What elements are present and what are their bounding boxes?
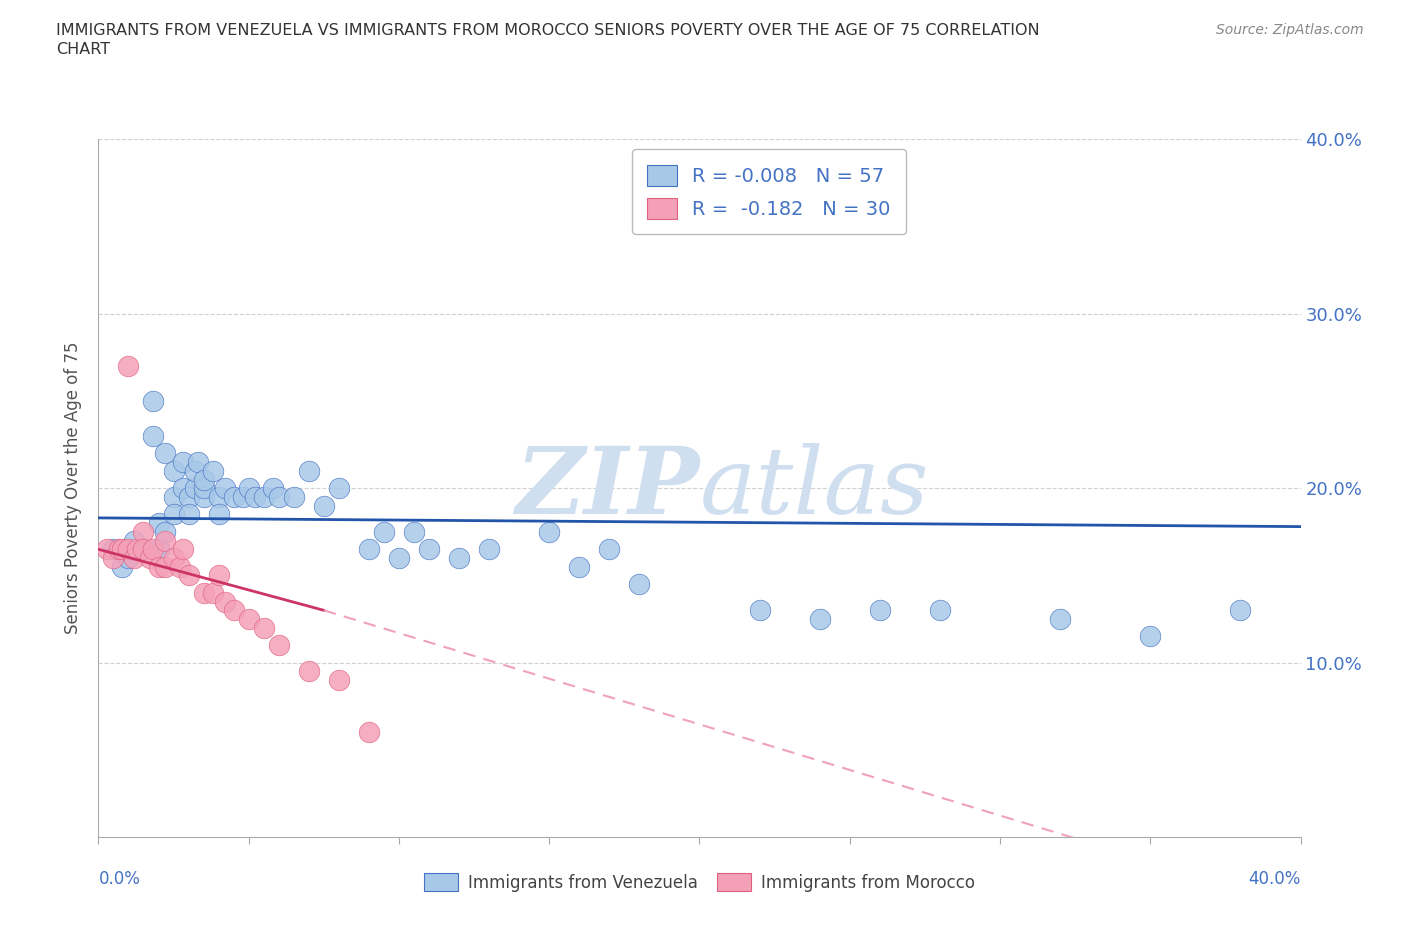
Point bbox=[108, 542, 131, 557]
Point bbox=[298, 664, 321, 679]
Point bbox=[172, 481, 194, 496]
Point bbox=[96, 542, 118, 557]
Point bbox=[201, 463, 224, 478]
Point bbox=[447, 551, 470, 565]
Point bbox=[148, 515, 170, 530]
Point bbox=[153, 446, 176, 461]
Point bbox=[598, 542, 620, 557]
Point bbox=[208, 507, 231, 522]
Point bbox=[402, 525, 425, 539]
Point bbox=[177, 568, 200, 583]
Point bbox=[141, 393, 163, 408]
Point bbox=[1139, 629, 1161, 644]
Point bbox=[117, 551, 139, 565]
Point bbox=[748, 603, 770, 618]
Point bbox=[132, 542, 155, 557]
Point bbox=[141, 429, 163, 444]
Point bbox=[162, 463, 184, 478]
Point bbox=[132, 542, 155, 557]
Point bbox=[162, 507, 184, 522]
Point bbox=[312, 498, 335, 513]
Point bbox=[1049, 612, 1071, 627]
Point bbox=[183, 463, 205, 478]
Point bbox=[478, 542, 501, 557]
Text: 0.0%: 0.0% bbox=[98, 870, 141, 888]
Point bbox=[253, 620, 276, 635]
Point bbox=[328, 481, 350, 496]
Point bbox=[111, 559, 134, 574]
Point bbox=[262, 481, 284, 496]
Point bbox=[373, 525, 395, 539]
Point bbox=[357, 725, 380, 740]
Point bbox=[162, 551, 184, 565]
Point bbox=[169, 559, 191, 574]
Point bbox=[172, 542, 194, 557]
Point bbox=[193, 489, 215, 504]
Point bbox=[177, 507, 200, 522]
Point bbox=[869, 603, 891, 618]
Point bbox=[138, 551, 160, 565]
Point bbox=[1229, 603, 1251, 618]
Point bbox=[111, 542, 134, 557]
Point bbox=[222, 603, 245, 618]
Point bbox=[243, 489, 266, 504]
Point bbox=[388, 551, 411, 565]
Point bbox=[808, 612, 831, 627]
Point bbox=[153, 559, 176, 574]
Point bbox=[201, 586, 224, 601]
Point bbox=[238, 481, 260, 496]
Point bbox=[172, 455, 194, 470]
Text: CHART: CHART bbox=[56, 42, 110, 57]
Point bbox=[214, 594, 236, 609]
Point bbox=[153, 525, 176, 539]
Point bbox=[183, 481, 205, 496]
Point bbox=[148, 559, 170, 574]
Point bbox=[193, 586, 215, 601]
Text: IMMIGRANTS FROM VENEZUELA VS IMMIGRANTS FROM MOROCCO SENIORS POVERTY OVER THE AG: IMMIGRANTS FROM VENEZUELA VS IMMIGRANTS … bbox=[56, 23, 1040, 38]
Point bbox=[208, 568, 231, 583]
Point bbox=[208, 489, 231, 504]
Point bbox=[193, 481, 215, 496]
Point bbox=[177, 489, 200, 504]
Point bbox=[148, 542, 170, 557]
Point bbox=[328, 672, 350, 687]
Point bbox=[124, 533, 146, 548]
Point bbox=[538, 525, 561, 539]
Point bbox=[267, 638, 290, 653]
Point bbox=[117, 542, 139, 557]
Point bbox=[193, 472, 215, 487]
Point bbox=[214, 481, 236, 496]
Text: Source: ZipAtlas.com: Source: ZipAtlas.com bbox=[1216, 23, 1364, 37]
Point bbox=[568, 559, 591, 574]
Point bbox=[103, 551, 125, 565]
Point bbox=[222, 489, 245, 504]
Point bbox=[628, 577, 651, 591]
Point bbox=[162, 489, 184, 504]
Y-axis label: Seniors Poverty Over the Age of 75: Seniors Poverty Over the Age of 75 bbox=[65, 342, 83, 634]
Point bbox=[267, 489, 290, 504]
Point bbox=[253, 489, 276, 504]
Point bbox=[238, 612, 260, 627]
Point bbox=[298, 463, 321, 478]
Point bbox=[357, 542, 380, 557]
Text: ZIP: ZIP bbox=[515, 444, 700, 533]
Point bbox=[124, 551, 146, 565]
Point bbox=[283, 489, 305, 504]
Point bbox=[232, 489, 254, 504]
Text: atlas: atlas bbox=[700, 444, 929, 533]
Point bbox=[929, 603, 952, 618]
Point bbox=[153, 533, 176, 548]
Point bbox=[187, 455, 209, 470]
Point bbox=[132, 525, 155, 539]
Point bbox=[117, 359, 139, 374]
Point bbox=[103, 542, 125, 557]
Point bbox=[418, 542, 440, 557]
Point bbox=[127, 542, 149, 557]
Text: 40.0%: 40.0% bbox=[1249, 870, 1301, 888]
Legend: Immigrants from Venezuela, Immigrants from Morocco: Immigrants from Venezuela, Immigrants fr… bbox=[418, 867, 981, 898]
Point bbox=[141, 542, 163, 557]
